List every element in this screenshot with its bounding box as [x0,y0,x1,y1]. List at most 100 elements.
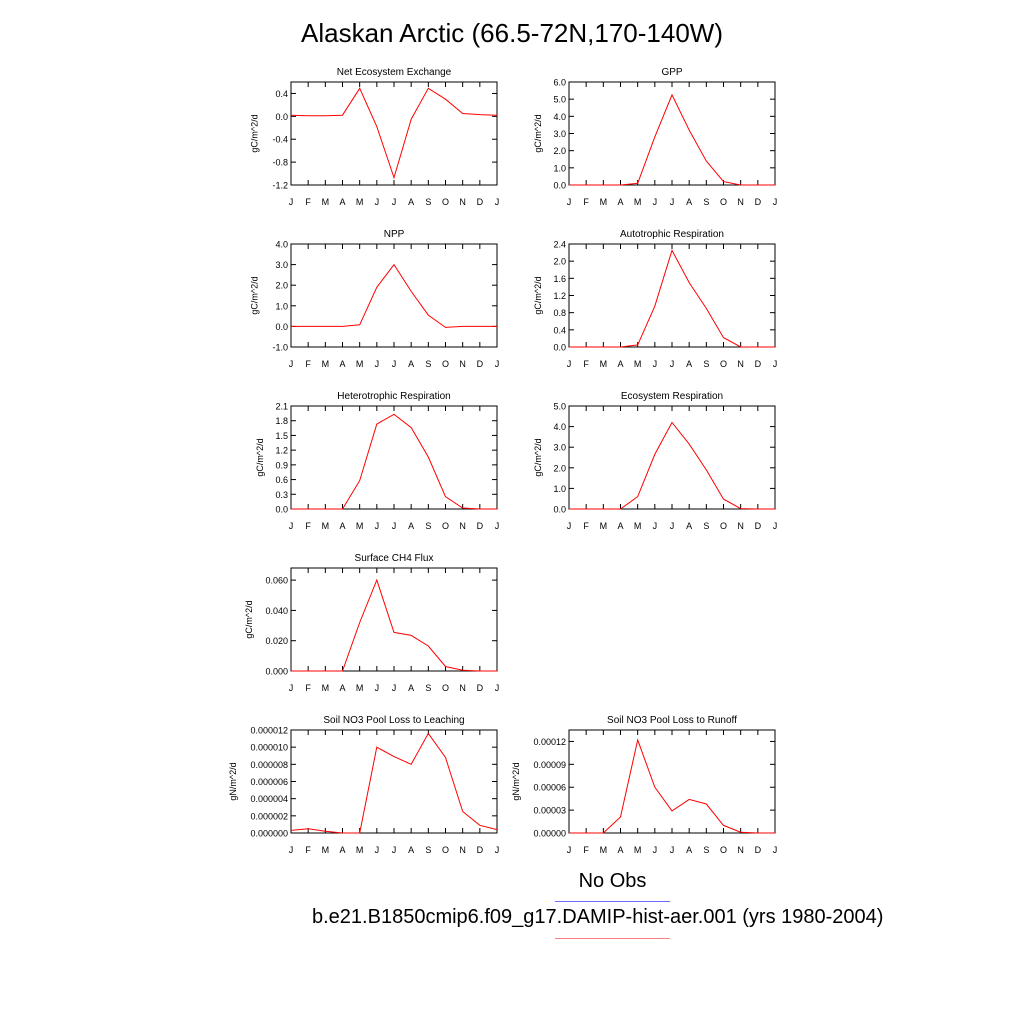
y-tick-label: 0.00009 [533,760,566,770]
y-tick-label: 0.000006 [250,777,288,787]
x-tick-label: J [289,197,294,207]
y-tick-label: 0.00003 [533,806,566,816]
x-tick-label: F [305,521,311,531]
x-tick-label: N [459,521,466,531]
x-tick-label: S [425,521,431,531]
x-tick-label: D [755,359,762,369]
x-tick-label: F [305,197,311,207]
x-tick-label: J [392,845,397,855]
x-tick-label: J [375,197,380,207]
x-tick-label: J [375,845,380,855]
series-line [569,93,775,186]
panel-title: Heterotrophic Respiration [337,391,450,402]
x-tick-label: M [600,521,608,531]
x-tick-label: S [703,197,709,207]
x-tick-label: O [720,197,727,207]
x-tick-label: A [686,845,692,855]
y-axis-label: gN/m^2/d [511,762,521,800]
x-tick-label: F [583,521,589,531]
x-tick-label: A [408,521,414,531]
series-line [290,732,498,834]
x-tick-label: O [442,521,449,531]
x-tick-label: J [773,197,778,207]
plot-frame [568,243,776,348]
x-tick-label: J [773,845,778,855]
x-tick-label: J [289,683,294,693]
y-tick-label: 2.4 [553,240,566,250]
x-tick-label: J [495,683,500,693]
legend-model-line [555,938,670,939]
plot-frame [290,81,498,186]
y-axis-label: gC/m^2/d [244,600,254,638]
x-tick-label: J [495,845,500,855]
panel-title: NPP [384,229,405,240]
y-axis-label: gC/m^2/d [249,276,259,314]
panel-title: Soil NO3 Pool Loss to Runoff [607,715,737,726]
plot-frame [290,405,498,510]
series-line [291,413,497,510]
x-tick-label: A [617,845,623,855]
y-tick-label: 0.060 [265,576,288,586]
x-tick-label: J [670,359,675,369]
x-tick-label: A [686,197,692,207]
x-tick-label: M [322,359,330,369]
y-tick-label: 0.0 [553,505,566,515]
x-tick-label: M [322,683,330,693]
x-tick-label: N [737,521,744,531]
y-tick-label: -0.4 [272,135,288,145]
x-tick-label: N [459,683,466,693]
y-tick-label: 0.4 [275,89,288,99]
y-tick-label: 1.2 [275,446,288,456]
x-tick-label: J [773,521,778,531]
panel-title: Soil NO3 Pool Loss to Leaching [323,715,464,726]
x-tick-label: N [459,197,466,207]
x-tick-label: J [495,521,500,531]
x-tick-label: O [720,521,727,531]
y-tick-label: 5.0 [553,402,566,412]
x-tick-label: J [289,845,294,855]
x-tick-label: M [356,197,364,207]
y-tick-label: 2.0 [553,463,566,473]
x-tick-label: M [322,521,330,531]
x-tick-label: N [737,197,744,207]
series-line [291,263,497,328]
x-tick-label: J [392,359,397,369]
legend-obs-label: No Obs [578,870,647,892]
panel-title: GPP [661,67,682,78]
x-tick-label: F [305,845,311,855]
y-tick-label: 0.000002 [250,811,288,821]
plot-frame [568,729,776,834]
x-tick-label: F [583,359,589,369]
figure-title: Alaskan Arctic (66.5-72N,170-140W) [301,18,723,48]
x-tick-label: A [339,359,345,369]
x-tick-label: J [392,521,397,531]
x-tick-label: A [686,521,692,531]
y-tick-label: -1.2 [272,181,288,191]
x-tick-label: S [425,845,431,855]
x-tick-label: D [477,359,484,369]
y-tick-label: 0.000012 [250,726,288,736]
x-tick-label: S [425,197,431,207]
y-tick-label: 4.0 [553,112,566,122]
y-tick-label: 1.5 [275,431,288,441]
x-tick-label: D [755,521,762,531]
y-tick-label: 0.00012 [533,737,566,747]
x-tick-label: M [600,197,608,207]
y-tick-label: 0.00000 [533,829,566,839]
y-tick-label: 1.0 [553,484,566,494]
y-tick-label: 0.0 [275,505,288,515]
plot-frame [568,405,776,510]
x-tick-label: A [408,683,414,693]
plot-frame [290,243,498,348]
y-axis-label: gC/m^2/d [533,276,543,314]
x-tick-label: J [567,359,572,369]
y-axis-label: gC/m^2/d [533,114,543,152]
y-axis-label: gC/m^2/d [533,438,543,476]
